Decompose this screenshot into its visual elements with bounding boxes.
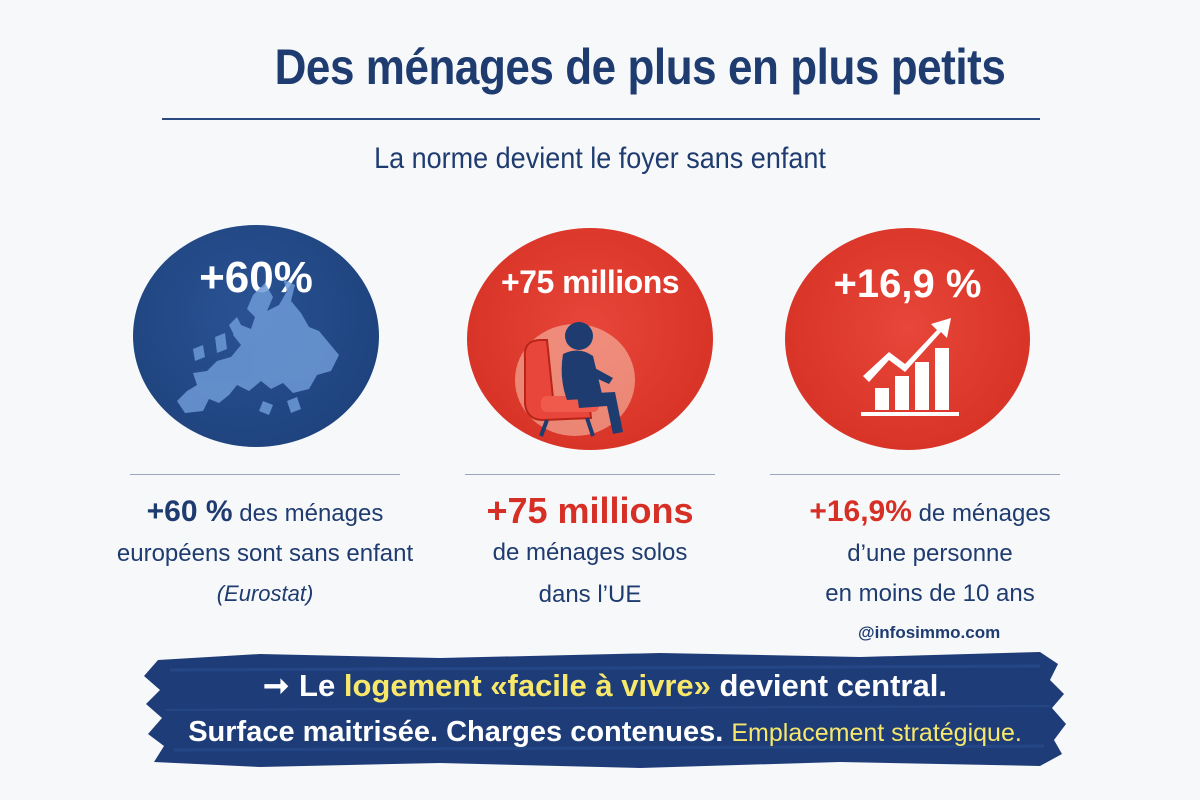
growth-chart-arrow-icon: [861, 318, 959, 416]
stat-circle-solo-households: +75 millions: [467, 228, 713, 450]
stat-text-single-person: +16,9% de ménages d’une personne en moin…: [760, 492, 1100, 614]
stat-text-solo-households: +75 millions de ménages solos dans l’UE: [430, 490, 750, 616]
banner-line-2: Surface maitrisée. Charges contenues. Em…: [140, 716, 1070, 749]
stat-line: d’une personne: [847, 540, 1013, 567]
stat-text-eurostat: +60 % des ménages européens sont sans en…: [80, 492, 450, 614]
circle-value: +75 millions: [500, 264, 680, 300]
stat-label: des ménages: [239, 500, 384, 527]
stat-circle-single-person: +16,9 %: [785, 228, 1030, 450]
banner-highlight-2: Emplacement stratégique.: [731, 719, 1022, 747]
banner-main: Surface maitrisée. Charges contenues.: [188, 716, 724, 748]
stat-label: de ménages: [918, 500, 1051, 527]
brush-stroke-background: [144, 652, 1066, 768]
divider: [465, 474, 715, 475]
right-arrow-icon: ➞: [263, 668, 290, 703]
title-divider: [162, 118, 1040, 120]
banner-suffix: devient central.: [719, 668, 947, 703]
stat-source: (Eurostat): [216, 581, 314, 606]
stat-line: en moins de 10 ans: [825, 580, 1035, 607]
divider: [130, 474, 400, 475]
page-title: Des ménages de plus en plus petits: [274, 39, 1006, 95]
banner-prefix: Le: [299, 668, 336, 703]
divider: [770, 474, 1060, 475]
stat-line: de ménages solos: [492, 539, 688, 566]
page-subtitle: La norme devient le foyer sans enfant: [374, 142, 826, 175]
europe-map-icon: [177, 279, 339, 415]
stat-value: +60 %: [146, 495, 233, 528]
stat-value: +16,9%: [809, 495, 912, 528]
circle-value: +16,9 %: [833, 262, 982, 306]
person-sitting-armchair-icon: [515, 322, 635, 437]
stat-line: européens sont sans enfant: [116, 540, 414, 567]
banner-line-1: ➞ Le logement «facile à vivre» devient ce…: [140, 668, 1070, 704]
stat-circle-eurostat: +60%: [133, 225, 379, 447]
stat-value: +75 millions: [486, 490, 694, 531]
stat-line: dans l’UE: [538, 581, 642, 608]
banner-highlight: logement «facile à vivre»: [343, 668, 711, 703]
conclusion-banner: ➞ Le logement «facile à vivre» devient ce…: [140, 650, 1070, 770]
source-handle: @infosimmo.com: [858, 623, 1001, 642]
